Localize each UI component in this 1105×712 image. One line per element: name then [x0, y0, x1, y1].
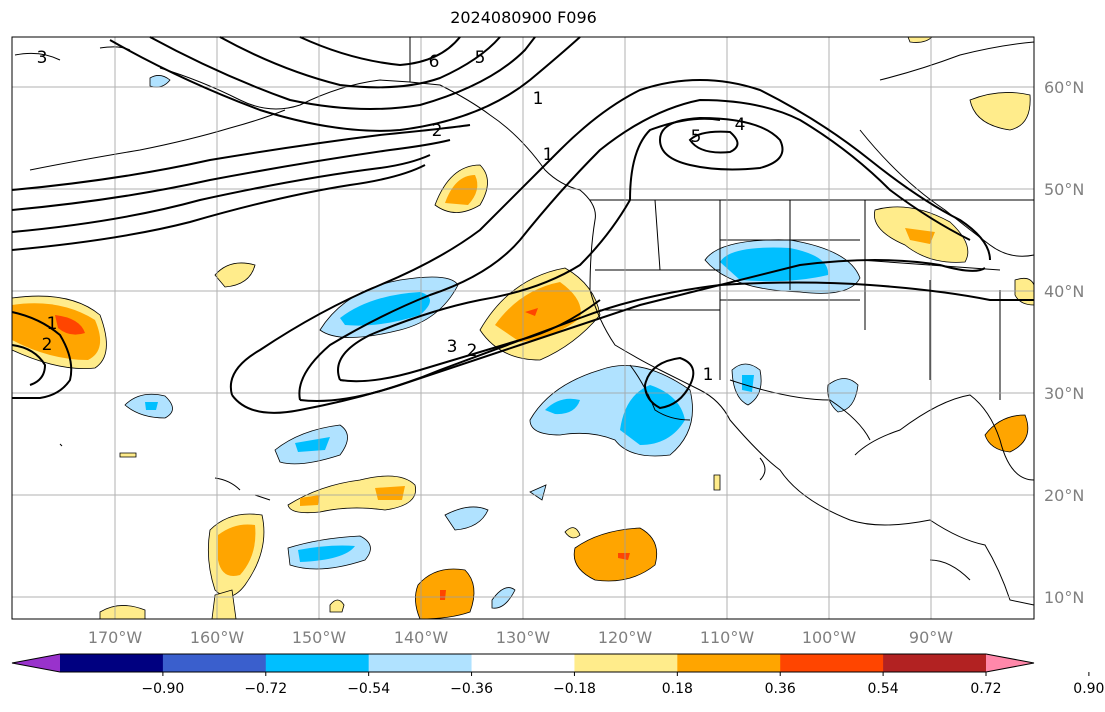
lon-label: 90°W — [909, 628, 953, 647]
colorbar-tick-label: −0.90 — [141, 681, 184, 697]
lat-label: 50°N — [1044, 180, 1084, 199]
lat-label: 20°N — [1044, 486, 1084, 505]
contour-lines — [11, 36, 1034, 414]
contour-labels: 6 5 2 1 1 5 4 3 2 1 2 3 1 — [37, 48, 746, 385]
colorbar-tick-label: 0.36 — [765, 681, 796, 697]
contour-label: 6 — [429, 52, 440, 72]
lon-label: 120°W — [598, 628, 653, 647]
contour-label: 3 — [447, 337, 458, 357]
lon-label: 150°W — [292, 628, 347, 647]
contour-label: 2 — [467, 341, 478, 361]
contour-label: 4 — [735, 115, 746, 135]
contour-label: 1 — [703, 365, 714, 385]
lon-label: 100°W — [802, 628, 857, 647]
contour-label: 2 — [42, 335, 53, 355]
lon-label: 140°W — [394, 628, 449, 647]
lon-label: 160°W — [190, 628, 245, 647]
colorbar-bin — [162, 654, 267, 672]
colorbar-tick-label: −0.36 — [450, 681, 493, 697]
colorbar-bin — [883, 654, 987, 672]
colorbar: −0.90 −0.72 −0.54 −0.36 −0.18 0.18 0.36 0.54 0.7… — [11, 653, 1104, 697]
latitude-labels: 60°N 50°N 40°N 30°N 20°N 10°N — [1044, 78, 1084, 607]
colorbar-extend-high — [986, 654, 1034, 672]
colorbar-extend-low — [12, 654, 60, 672]
colorbar-bin — [471, 654, 575, 672]
colorbar-tick-label: −0.54 — [347, 681, 390, 697]
graticule — [12, 37, 1034, 619]
colorbar-tick-label: −0.18 — [553, 681, 596, 697]
colorbar-bin — [574, 654, 678, 672]
colorbar-tick-label: 0.72 — [970, 681, 1001, 697]
colorbar-bin — [368, 654, 473, 672]
lon-label: 110°W — [700, 628, 755, 647]
lon-label: 170°W — [88, 628, 143, 647]
lat-label: 40°N — [1044, 282, 1084, 301]
lat-label: 30°N — [1044, 384, 1084, 403]
map-title: 2024080900 F096 — [450, 8, 597, 27]
colorbar-tick-label: 0.90 — [1073, 681, 1104, 697]
contour-label: 1 — [533, 89, 544, 109]
lat-label: 10°N — [1044, 588, 1084, 607]
map-frame — [11, 36, 1035, 620]
colorbar-bin — [780, 654, 884, 672]
anomaly-fills — [11, 36, 1035, 620]
colorbar-tick-label: −0.72 — [244, 681, 287, 697]
contour-label: 1 — [543, 145, 554, 165]
longitude-labels: 170°W 160°W 150°W 140°W 130°W 120°W 110°… — [88, 628, 953, 647]
colorbar-outline — [11, 653, 1035, 673]
contour-label: 5 — [691, 127, 702, 147]
contour-label: 3 — [37, 48, 48, 68]
contour-label: 5 — [475, 48, 486, 68]
contour-label: 1 — [47, 314, 58, 334]
colorbar-bin — [265, 654, 370, 672]
lat-label: 60°N — [1044, 78, 1084, 97]
coastlines — [14, 37, 1035, 606]
lon-label: 130°W — [496, 628, 551, 647]
colorbar-tick-label: 0.54 — [868, 681, 899, 697]
colorbar-tick-label: 0.18 — [662, 681, 693, 697]
colorbar-bin — [677, 654, 781, 672]
contour-label: 2 — [432, 121, 443, 141]
colorbar-bin — [60, 654, 164, 672]
